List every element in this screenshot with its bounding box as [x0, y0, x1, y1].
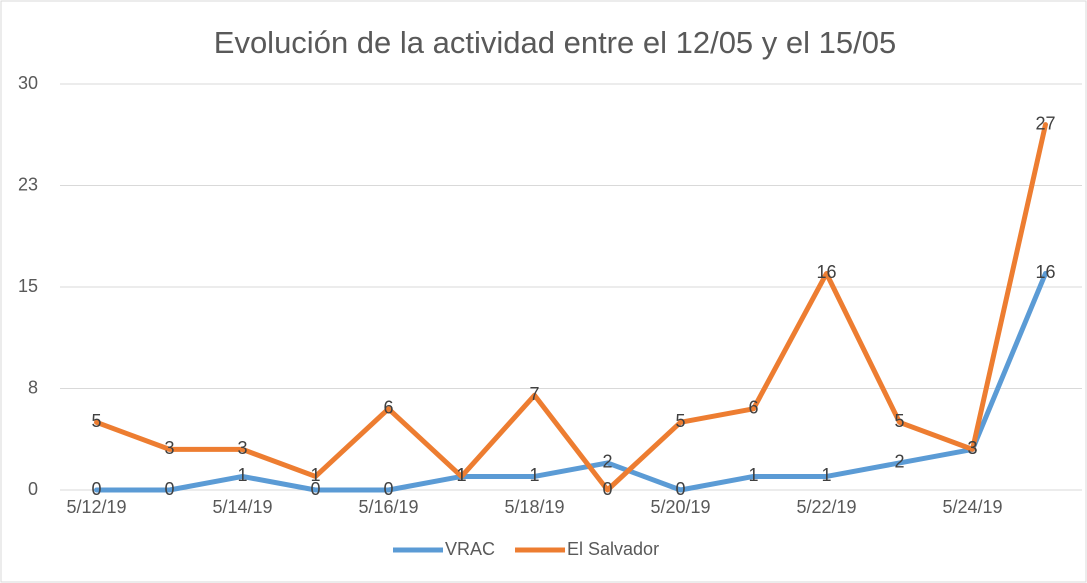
data-label: 1 — [529, 465, 539, 485]
line-series — [94, 270, 1048, 493]
data-label: 0 — [91, 479, 101, 499]
data-label: 0 — [164, 479, 174, 499]
data-label: 0 — [383, 479, 393, 499]
data-label: 3 — [967, 438, 977, 458]
data-label: 6 — [748, 398, 758, 418]
data-label: 3 — [967, 438, 977, 458]
data-label: 16 — [1035, 262, 1055, 282]
data-label: 27 — [1035, 113, 1055, 133]
data-label: 0 — [310, 479, 320, 499]
legend-label: El Salvador — [567, 539, 659, 559]
data-label: 0 — [675, 479, 685, 499]
y-tick-label: 15 — [18, 276, 38, 296]
x-tick-label: 5/12/19 — [66, 497, 126, 517]
x-tick-label: 5/22/19 — [796, 497, 856, 517]
data-label: 7 — [529, 384, 539, 404]
x-tick-label: 5/16/19 — [358, 497, 418, 517]
data-label: 2 — [602, 452, 612, 472]
data-label: 1 — [456, 465, 466, 485]
data-label: 5 — [894, 411, 904, 431]
data-label: 16 — [816, 262, 836, 282]
data-label: 1 — [237, 465, 247, 485]
legend-label: VRAC — [445, 539, 495, 559]
x-tick-label: 5/14/19 — [212, 497, 272, 517]
data-label: 3 — [237, 438, 247, 458]
data-label: 5 — [675, 411, 685, 431]
y-tick-label: 8 — [28, 377, 38, 397]
data-label: 5 — [91, 411, 101, 431]
line-series — [94, 122, 1048, 493]
data-label: 2 — [894, 452, 904, 472]
x-tick-label: 5/18/19 — [504, 497, 564, 517]
data-label: 1 — [748, 465, 758, 485]
y-tick-label: 23 — [18, 174, 38, 194]
data-label: 3 — [164, 438, 174, 458]
data-label: 1 — [456, 465, 466, 485]
data-label: 0 — [602, 479, 612, 499]
x-tick-label: 5/20/19 — [650, 497, 710, 517]
data-label: 1 — [310, 465, 320, 485]
chart-title: Evolución de la actividad entre el 12/05… — [214, 25, 896, 60]
y-tick-label: 0 — [28, 479, 38, 499]
data-label: 6 — [383, 398, 393, 418]
y-tick-label: 30 — [18, 73, 38, 93]
x-tick-label: 5/24/19 — [942, 497, 1002, 517]
data-label: 1 — [821, 465, 831, 485]
